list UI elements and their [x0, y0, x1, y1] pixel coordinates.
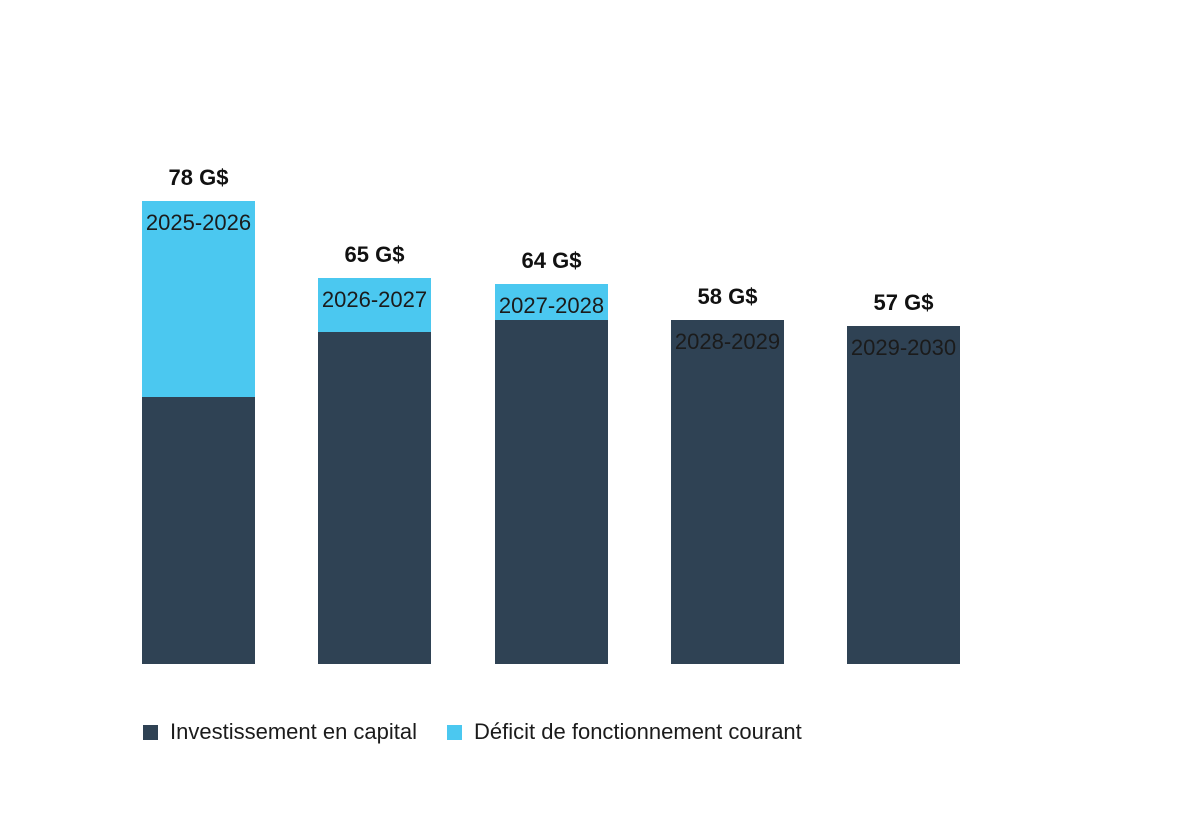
bar-segment-investissement-capital[interactable] [142, 396, 255, 664]
bar-value-label: 64 G$ [521, 248, 582, 274]
bar-segment-investissement-capital[interactable] [847, 325, 960, 664]
legend-swatch-icon [447, 724, 463, 740]
bar-group: 57 G$ 2029-2030 [847, 290, 960, 664]
chart-legend: Investissement en capital Déficit de fonc… [143, 719, 802, 745]
bar-segment-deficit-fonctionnement[interactable] [142, 201, 255, 397]
legend-label: Investissement en capital [170, 719, 418, 744]
bar-segment-investissement-capital[interactable] [318, 331, 431, 664]
bar-segment-investissement-capital[interactable] [495, 319, 608, 664]
bar-value-label: 65 G$ [344, 242, 405, 268]
x-axis-label: 2027-2028 [498, 293, 605, 319]
bar-group: 58 G$ 2028-2029 [671, 284, 784, 664]
bar-stack [847, 325, 960, 664]
bar-group: 64 G$ 2027-2028 [495, 248, 608, 664]
bar-segment-investissement-capital[interactable] [671, 319, 784, 664]
legend-item-deficit-fonctionnement[interactable]: Déficit de fonctionnement courant [447, 719, 802, 745]
bar-stack [671, 319, 784, 664]
bar-stack [318, 278, 431, 664]
x-axis-label: 2026-2027 [321, 287, 428, 313]
bar-value-label: 58 G$ [697, 283, 758, 309]
bar-stack [142, 201, 255, 664]
x-axis-label: 2025-2026 [145, 210, 252, 235]
bar-group: 65 G$ 2026-2027 [318, 242, 431, 664]
bar-value-label: 57 G$ [873, 289, 934, 315]
x-axis-label: 2029-2030 [850, 334, 957, 360]
bar-stack [495, 284, 608, 664]
x-axis-label: 2028-2029 [674, 328, 781, 354]
bar-segment-deficit-fonctionnement[interactable] [495, 284, 608, 320]
legend-item-investissement-capital[interactable]: Investissement en capital [143, 719, 417, 745]
legend-label: Déficit de fonctionnement courant [474, 719, 802, 744]
legend-swatch-icon [143, 724, 158, 740]
bar-segment-deficit-fonctionnement[interactable] [318, 278, 431, 332]
bar-value-label: 78 G$ [168, 165, 229, 190]
bar-group: 78 G$ 2025-2026 [142, 165, 255, 664]
